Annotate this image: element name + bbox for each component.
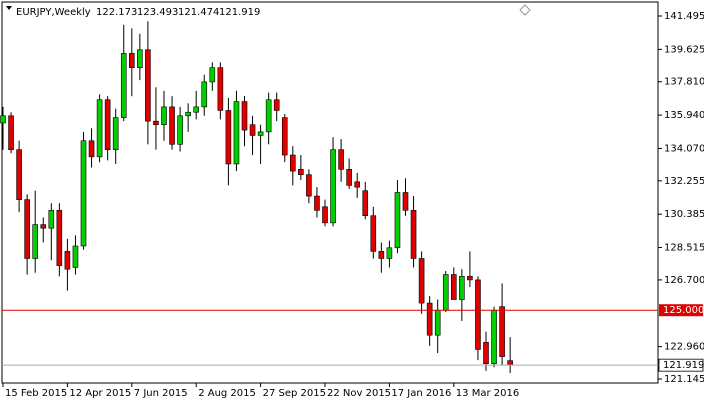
- ohlc-value: 122.173: [96, 7, 137, 18]
- x-tick-label: 22 Nov 2015: [327, 388, 391, 399]
- y-tick-label: 134.070: [664, 143, 704, 154]
- candle-body: [137, 49, 143, 68]
- candle-body: [306, 174, 312, 197]
- menu-arrow[interactable]: [6, 6, 12, 10]
- candle-body: [153, 120, 159, 126]
- candle-body: [499, 306, 505, 357]
- y-tick-label: 122.960: [664, 342, 704, 353]
- candle-body: [145, 49, 151, 122]
- candle-body: [386, 247, 393, 259]
- candle-body: [104, 99, 111, 150]
- candle-body: [475, 279, 481, 350]
- candle-body: [249, 124, 256, 136]
- candle-body: [402, 192, 409, 211]
- candle-body: [370, 215, 377, 252]
- price-label-box: [658, 358, 704, 372]
- candle-body: [241, 101, 248, 131]
- candle-body: [410, 210, 417, 259]
- candle-body: [507, 360, 513, 366]
- y-tick-label: 139.625: [664, 44, 704, 55]
- y-tick-label: 130.385: [664, 209, 704, 220]
- candle-body: [491, 309, 497, 365]
- candle-body: [426, 302, 433, 336]
- candle-body: [201, 81, 208, 108]
- ohlc-value: 121.474: [178, 7, 219, 18]
- candle-body: [273, 99, 280, 111]
- candle-body: [330, 149, 336, 224]
- candle-body: [483, 342, 489, 365]
- candle-body: [64, 251, 71, 270]
- candle-body: [459, 276, 465, 300]
- candle-body: [72, 245, 79, 268]
- candle-body: [24, 199, 30, 259]
- candle-body: [56, 210, 63, 266]
- x-tick-label: 12 Apr 2015: [69, 388, 131, 399]
- level-label: 125.000: [663, 305, 704, 316]
- x-tick-label: 7 Jun 2015: [134, 388, 188, 399]
- candle-body: [298, 169, 304, 175]
- candle-body: [281, 117, 288, 156]
- candle-body: [217, 67, 224, 111]
- x-tick-label: 2 Aug 2015: [198, 388, 256, 399]
- candle-body: [378, 251, 385, 259]
- chart-icon[interactable]: [519, 4, 531, 16]
- y-tick-label: 137.810: [664, 77, 704, 88]
- candle-body: [80, 140, 87, 247]
- candle-body: [314, 195, 320, 211]
- candle-body: [8, 115, 14, 150]
- y-tick-label: 141.495: [664, 11, 704, 22]
- candle-body: [177, 115, 183, 145]
- candle-body: [185, 111, 191, 117]
- candle-body: [338, 149, 344, 170]
- candle-body: [193, 106, 199, 113]
- chart-title: EURJPY,Weekly: [16, 7, 91, 18]
- y-tick-label: 135.940: [664, 110, 704, 121]
- candle-body: [289, 154, 296, 172]
- level-label-box: [659, 304, 703, 317]
- candle-body: [322, 206, 328, 224]
- x-tick-label: 15 Feb 2015: [5, 388, 67, 399]
- candle-body: [233, 101, 240, 165]
- candle-body: [16, 149, 22, 200]
- candle-body: [450, 274, 457, 300]
- candle-body: [32, 224, 39, 259]
- candle-body: [0, 115, 6, 124]
- candle-body: [169, 106, 175, 145]
- candle-body: [48, 210, 55, 229]
- candle-body: [112, 117, 119, 150]
- candle-body: [257, 131, 264, 136]
- x-tick-label: 13 Mar 2016: [456, 388, 519, 399]
- candle-body: [161, 106, 167, 126]
- ohlc-value: 121.919: [219, 7, 260, 18]
- y-tick-label: 121.145: [664, 374, 704, 385]
- y-tick-label: 132.255: [664, 176, 704, 187]
- candle-body: [265, 99, 272, 133]
- plot-frame: [1, 1, 659, 384]
- price-label: 121.919: [663, 360, 704, 371]
- ohlc-value: 123.493: [137, 7, 178, 18]
- candle-body: [467, 276, 473, 281]
- candle-body: [88, 140, 95, 158]
- candle-body: [346, 169, 352, 186]
- x-tick-label: 27 Sep 2015: [263, 388, 326, 399]
- candle-body: [120, 53, 127, 118]
- ohlc-header: 122.173 123.493 121.474 121.919: [96, 7, 260, 18]
- candle-body: [418, 258, 425, 304]
- candle-body: [362, 190, 369, 216]
- y-tick-label: 126.700: [664, 275, 704, 286]
- x-tick-label: 17 Jan 2016: [391, 388, 451, 399]
- candle-body: [40, 224, 47, 229]
- candle-body: [96, 99, 103, 158]
- candle-body: [434, 309, 441, 336]
- candle-body: [394, 192, 401, 249]
- candle-body: [209, 67, 216, 83]
- y-tick-label: 128.515: [664, 243, 704, 254]
- candle-body: [442, 274, 449, 311]
- candle-body: [225, 110, 232, 165]
- candle-body: [129, 53, 135, 68]
- candle-body: [354, 181, 361, 188]
